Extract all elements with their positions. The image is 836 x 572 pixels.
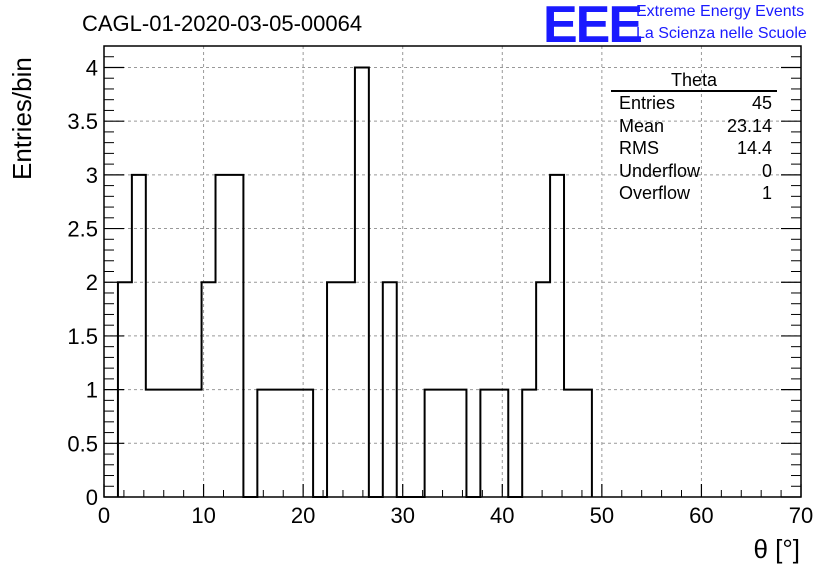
x-axis-label: θ [°]: [753, 534, 800, 564]
stats-row-mean: Mean 23.14: [611, 115, 777, 138]
stats-label: Overflow: [619, 183, 691, 203]
y-tick-label: 0.5: [67, 431, 98, 456]
x-tick-label: 60: [689, 503, 713, 528]
y-tick-label: 1: [86, 378, 98, 403]
stats-value: 23.14: [726, 115, 772, 136]
stats-label: Mean: [619, 115, 665, 136]
stats-row-rms: RMS 14.4: [611, 137, 777, 160]
y-tick-label: 4: [86, 55, 98, 80]
stats-title: Theta: [611, 70, 777, 92]
histogram-bin: [174, 390, 188, 497]
x-tick-label: 20: [291, 503, 315, 528]
stats-label: RMS: [619, 138, 659, 158]
stats-value: 45: [751, 93, 772, 113]
stats-label: Underflow: [619, 160, 701, 181]
eee-logo: EEE: [543, 0, 643, 54]
y-tick-label: 0: [86, 485, 98, 510]
y-tick-label: 2.5: [67, 217, 98, 242]
stats-value: 1: [761, 183, 772, 203]
y-axis-label: Entries/bin: [7, 57, 37, 180]
y-tick-label: 2: [86, 270, 98, 295]
y-tick-label: 1.5: [67, 324, 98, 349]
stats-label: Entries: [619, 93, 676, 113]
x-tick-label: 40: [490, 503, 514, 528]
logo-line-2: La Scienza nelle Scuole: [636, 25, 807, 42]
logo-line-1: Extreme Energy Events: [636, 3, 805, 20]
x-tick-label: 0: [98, 503, 110, 528]
y-tick-label: 3.5: [67, 109, 98, 134]
histogram-bin: [299, 390, 313, 497]
histogram-bin: [216, 175, 230, 497]
x-tick-label: 70: [789, 503, 813, 528]
chart-title: CAGL-01-2020-03-05-00064: [82, 11, 363, 36]
stats-row-overflow: Overflow 1: [611, 182, 777, 205]
x-tick-label: 10: [191, 503, 215, 528]
stats-box: Theta Entries 45 Mean 23.14 RMS 14.4 Und…: [611, 70, 777, 205]
y-tick-label: 3: [86, 163, 98, 188]
x-tick-label: 50: [590, 503, 614, 528]
histogram-bin: [257, 390, 271, 497]
histogram-outline: [116, 66, 593, 498]
x-tick-label: 30: [390, 503, 414, 528]
plot-frame: [103, 45, 802, 498]
stats-row-underflow: Underflow 0: [611, 160, 777, 183]
stats-row-entries: Entries 45: [611, 92, 777, 115]
stats-value: 14.4: [736, 138, 772, 158]
histogram-bin: [132, 175, 146, 497]
histogram-bars: [116, 66, 593, 498]
stats-value: 0: [761, 160, 772, 181]
